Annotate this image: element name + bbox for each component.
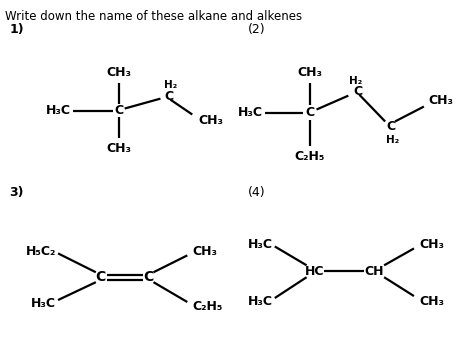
Text: H₃C: H₃C (248, 238, 273, 251)
Text: CH₃: CH₃ (429, 94, 454, 107)
Text: CH₃: CH₃ (297, 66, 322, 79)
Text: CH: CH (365, 265, 384, 278)
Text: CH₃: CH₃ (419, 295, 444, 307)
Text: H₂: H₂ (164, 80, 178, 90)
Text: CH₃: CH₃ (419, 238, 444, 251)
Text: C: C (96, 270, 106, 284)
Text: H₃C: H₃C (248, 295, 273, 307)
Text: C₂H₅: C₂H₅ (192, 300, 223, 313)
Text: C: C (386, 120, 395, 133)
Text: Write down the name of these alkane and alkenes: Write down the name of these alkane and … (5, 10, 302, 23)
Text: (2): (2) (248, 23, 265, 36)
Text: C: C (353, 85, 363, 98)
Text: CH₃: CH₃ (106, 142, 131, 155)
Text: CH₃: CH₃ (106, 66, 131, 79)
Text: H₂: H₂ (349, 76, 363, 86)
Text: H₃C: H₃C (46, 104, 71, 117)
Text: H₅C₂: H₅C₂ (26, 245, 56, 258)
Text: H₂: H₂ (386, 135, 400, 145)
Text: 1): 1) (9, 23, 24, 36)
Text: C: C (114, 104, 123, 117)
Text: C: C (164, 90, 173, 103)
Text: CH₃: CH₃ (198, 114, 223, 127)
Text: CH₃: CH₃ (192, 245, 217, 258)
Text: 3): 3) (9, 186, 24, 200)
Text: H₃C: H₃C (238, 106, 263, 119)
Text: (4): (4) (248, 186, 265, 200)
Text: HC: HC (305, 265, 324, 278)
Text: H₃C: H₃C (31, 296, 56, 310)
Text: C: C (144, 270, 154, 284)
Text: C: C (305, 106, 314, 119)
Text: C₂H₅: C₂H₅ (294, 150, 325, 163)
